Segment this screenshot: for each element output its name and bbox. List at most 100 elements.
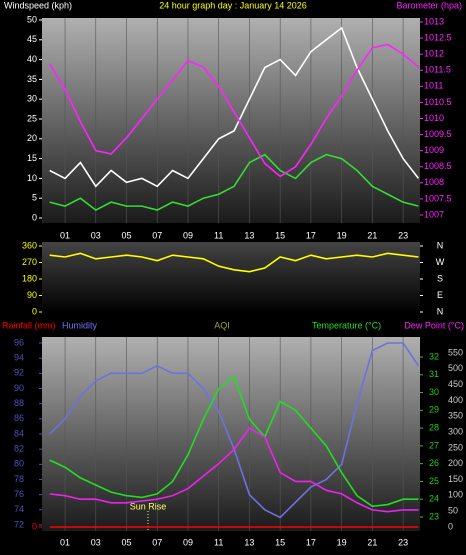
y3-tick-label: 200 — [448, 458, 463, 468]
x-tick-label: 09 — [183, 230, 193, 240]
y-tick-label: 94 — [14, 353, 24, 363]
y-tick-label: 88 — [14, 398, 24, 408]
x-tick-label: 01 — [60, 230, 70, 240]
y-tick-label: 84 — [14, 428, 24, 438]
y-tick-label: 15 — [27, 153, 37, 163]
y3-tick-label: 450 — [448, 379, 463, 389]
y-tick-label: 82 — [14, 444, 24, 454]
y-tick-label: 86 — [14, 413, 24, 423]
y3-tick-label: 50 — [448, 506, 458, 516]
series-line — [49, 427, 419, 513]
y-tick-label: 360 — [22, 240, 37, 250]
y3-tick-label: 0 — [448, 521, 453, 531]
subtitle: AQI — [214, 320, 230, 330]
y-tick-label: 30 — [27, 94, 37, 104]
y2-tick-label: 30 — [429, 387, 439, 397]
y2-tick-label: E — [437, 290, 443, 300]
y-tick-label: 50 — [27, 14, 37, 24]
y-tick-label: 20 — [27, 133, 37, 143]
y3-tick-label: 150 — [448, 474, 463, 484]
x-tick-label: 09 — [183, 537, 193, 547]
y3-tick-label: 100 — [448, 490, 463, 500]
y2-tick-label: 1008.5 — [424, 161, 452, 171]
annotation: Sun Rise — [130, 501, 167, 511]
y-axis-label: Windspeed (kph) — [4, 0, 72, 10]
x-tick-label: 01 — [60, 537, 70, 547]
y2-tick-label: 1010 — [424, 113, 444, 123]
plot-area — [42, 242, 420, 314]
y3-tick-label: 400 — [448, 395, 463, 405]
x-tick-label: 15 — [275, 230, 285, 240]
x-tick-label: 13 — [244, 230, 254, 240]
y2-tick-label: 1009.5 — [424, 129, 452, 139]
y2-tick-label: N — [437, 240, 444, 250]
x-tick-label: 23 — [398, 537, 408, 547]
y-tick-label: 180 — [22, 273, 37, 283]
y-tick-label: 80 — [14, 459, 24, 469]
y-tick-label: 25 — [27, 113, 37, 123]
x-tick-label: 07 — [152, 537, 162, 547]
y2-tick-label: 1012 — [424, 49, 444, 59]
x-tick-label: 17 — [306, 537, 316, 547]
legend-entry: Humidity — [62, 320, 98, 330]
plot-area — [42, 18, 420, 223]
y-tick-label: 45 — [27, 34, 37, 44]
y2-tick-label: 1007.5 — [424, 193, 452, 203]
y-tick-label: 76 — [14, 489, 24, 499]
x-tick-label: 11 — [214, 230, 223, 240]
y-tick-label: 92 — [14, 368, 24, 378]
x-tick-label: 19 — [337, 537, 347, 547]
y2-tick-label: 24 — [429, 494, 439, 504]
y3-tick-label: 550 — [448, 347, 463, 357]
x-tick-label: 05 — [122, 537, 132, 547]
y-tick-label: 0 — [32, 306, 37, 316]
y2-tick-label: S — [437, 273, 443, 283]
x-tick-label: 07 — [152, 230, 162, 240]
y-tick-label: 40 — [27, 54, 37, 64]
y-tick-label: 0 — [32, 212, 37, 222]
y2-axis-label: Barometer (hpa) — [396, 0, 462, 10]
y3-tick-label: 500 — [448, 363, 463, 373]
series-line — [49, 153, 419, 212]
y-tick-label: 78 — [14, 474, 24, 484]
x-tick-label: 21 — [367, 537, 377, 547]
series-line — [48, 43, 419, 178]
y2-tick-label: 1010.5 — [424, 97, 452, 107]
x-tick-label: 21 — [367, 230, 377, 240]
y2-tick-label: 1011.5 — [424, 65, 451, 75]
y2-tick-label: W — [436, 257, 445, 267]
x-tick-label: 17 — [306, 230, 316, 240]
y-tick-label: 35 — [27, 74, 37, 84]
x-tick-label: 05 — [122, 230, 132, 240]
y-tick-label: 74 — [14, 504, 24, 514]
x-tick-label: 13 — [244, 537, 254, 547]
y-tick-label: 90 — [14, 383, 24, 393]
y2-tick-label: 1007 — [424, 209, 444, 219]
y2-tick-label: 28 — [429, 422, 439, 432]
y2-tick-label: 1009 — [424, 145, 444, 155]
y2-tick-label: 29 — [429, 405, 439, 415]
x-tick-label: 19 — [337, 230, 347, 240]
x-tick-label: 15 — [275, 537, 285, 547]
y3-tick-label: 350 — [448, 411, 463, 421]
legend-entry: Temperature (°C) — [312, 320, 381, 330]
y2-tick-label: 23 — [429, 511, 439, 521]
y2-tick-label: 31 — [429, 369, 439, 379]
x-tick-label: 03 — [91, 230, 101, 240]
series-line — [49, 252, 419, 273]
series-line — [49, 26, 420, 188]
y3-tick-label: 300 — [448, 426, 463, 436]
y-tick-label: 270 — [22, 257, 37, 267]
y-tick-label: 10 — [27, 173, 37, 183]
x-tick-label: 23 — [398, 230, 408, 240]
y2-tick-label: N — [437, 306, 444, 316]
y2-tick-label: 1012.5 — [424, 32, 452, 42]
y-tick-label: 72 — [14, 519, 24, 529]
x-tick-label: 11 — [214, 537, 223, 547]
series-line — [49, 375, 419, 508]
y-tick-label: 90 — [27, 290, 37, 300]
y4-tick-label: 0 — [32, 521, 37, 531]
y-tick-label: 96 — [14, 337, 24, 347]
y2-tick-label: 26 — [429, 458, 439, 468]
